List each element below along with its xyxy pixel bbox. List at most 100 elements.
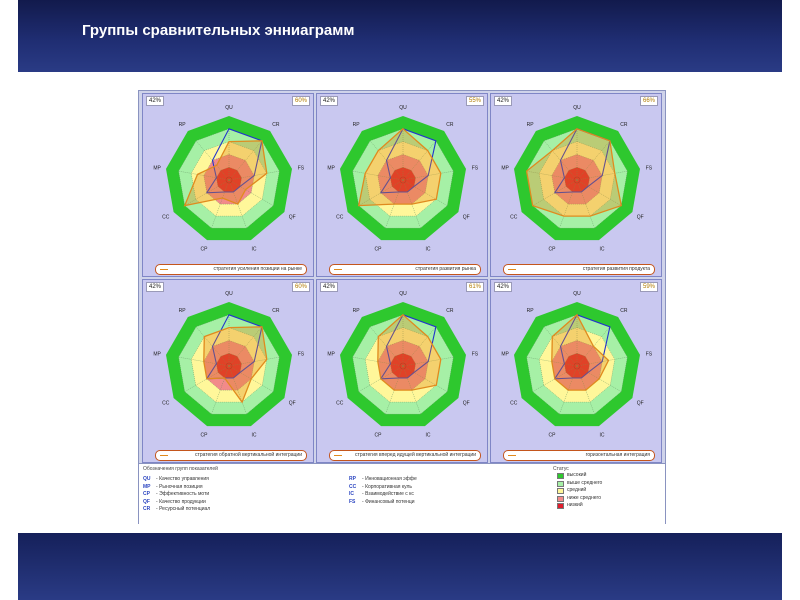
- axis-label: FS: [472, 351, 479, 357]
- group-code: FS: [349, 498, 356, 505]
- axis-label: RP: [527, 308, 535, 314]
- series-legend: стратегия развития рынка: [329, 264, 481, 275]
- legend-label: стратегия обратной вертикальной интеграц…: [195, 452, 302, 458]
- radar-chart-3: QU CR FS QF IC CP CC MP RP: [501, 105, 652, 253]
- axis-spoke: [178, 356, 230, 367]
- group-item: QF - Качество продукции: [143, 498, 206, 505]
- group-code: QF: [143, 498, 150, 505]
- group-name: Рыночная позиция: [159, 483, 203, 490]
- axis-spoke: [543, 326, 578, 367]
- axis-label: CP: [375, 247, 383, 253]
- current-percent: 42%: [494, 282, 513, 292]
- axis-label: RP: [179, 308, 187, 314]
- grid-ring: [551, 154, 603, 205]
- axis-label: MP: [327, 165, 335, 171]
- radar-panel-1: QU CR FS QF IC CP CC MP RP 42% 60% стратегия уси…: [142, 93, 314, 277]
- axis-spoke: [228, 179, 274, 206]
- axis-label: CP: [549, 433, 557, 439]
- axis-label: RP: [353, 122, 361, 128]
- axis-label: FS: [472, 165, 479, 171]
- axis-label: QF: [289, 401, 296, 407]
- axis-spoke: [526, 356, 578, 367]
- status-item: высокий: [553, 472, 661, 480]
- series-blue: [553, 314, 611, 380]
- axis-label: CC: [510, 401, 518, 407]
- slide-title: Группы сравнительных энниаграмм: [82, 22, 355, 39]
- radar-panel-6: QU CR FS QF IC CP CC MP RP 42% 59% горизонтальна…: [490, 279, 662, 463]
- axis-label: QU: [225, 291, 233, 297]
- axis-spoke: [228, 365, 274, 392]
- groups-column-2: RP - Инновационная эффе CC - Корпоративная…: [349, 476, 417, 506]
- axis-spoke: [576, 365, 622, 392]
- group-name: Эффективность моти: [159, 491, 210, 497]
- legend-label: горизонтальная интеграция: [585, 452, 650, 458]
- axis-spoke: [576, 140, 611, 181]
- group-item: CC - Корпоративная куль: [349, 483, 413, 490]
- axis-label: QU: [399, 291, 407, 297]
- axis-spoke: [526, 170, 578, 181]
- axis-label: RP: [527, 122, 535, 128]
- grid-ring: [178, 128, 280, 229]
- axis-spoke: [385, 365, 404, 415]
- axis-spoke: [369, 140, 404, 181]
- target-percent: 59%: [639, 282, 658, 292]
- legend-swatch: [160, 269, 168, 270]
- axis-label: FS: [298, 165, 305, 171]
- axis-label: FS: [646, 351, 653, 357]
- center-marker: [573, 176, 581, 184]
- axis-spoke: [576, 179, 622, 206]
- axis-label: QU: [399, 105, 407, 111]
- axis-spoke: [532, 365, 578, 392]
- center-marker: [399, 362, 407, 370]
- status-label: высокий: [567, 472, 587, 478]
- group-name: Качество управления: [159, 476, 209, 482]
- axis-spoke: [228, 170, 280, 181]
- series-legend: стратегия обратной вертикальной интеграц…: [155, 450, 307, 461]
- axis-spoke: [228, 326, 263, 367]
- grid-ring: [352, 128, 454, 229]
- axis-label: CR: [272, 308, 280, 314]
- series-orange: [183, 140, 268, 207]
- group-code: MP: [143, 483, 151, 490]
- group-item: QU - Качество управления: [143, 476, 209, 482]
- axis-spoke: [195, 140, 230, 181]
- axis-label: QU: [573, 291, 581, 297]
- legend-swatch: [160, 455, 168, 456]
- group-item: IC - Взаимодействие с кс: [349, 491, 414, 497]
- axis-spoke: [178, 170, 230, 181]
- axis-label: IC: [426, 247, 431, 253]
- axis-label: QF: [463, 401, 470, 407]
- axis-spoke: [402, 179, 448, 206]
- radar-chart-1: QU CR FS QF IC CP CC MP RP: [153, 105, 305, 253]
- axis-label: QF: [637, 215, 644, 221]
- group-name: Инновационная эффе: [365, 476, 417, 482]
- axis-label: CP: [201, 247, 209, 253]
- axis-spoke: [576, 170, 628, 181]
- series-blue: [205, 314, 263, 380]
- group-name: Взаимодействие с кс: [365, 491, 414, 497]
- axis-label: QF: [637, 401, 644, 407]
- series-legend: стратегия усиления позиции на рынке: [155, 264, 307, 275]
- axis-spoke: [402, 170, 454, 181]
- axis-spoke: [211, 365, 230, 415]
- radar-panel-2: QU CR FS QF IC CP CC MP RP 42% 55% стратегия раз…: [316, 93, 488, 277]
- series-orange: [357, 127, 442, 207]
- axis-label: IC: [600, 433, 605, 439]
- group-item: MP - Рыночная позиция: [143, 483, 203, 490]
- axis-spoke: [402, 365, 421, 415]
- series-orange: [203, 326, 268, 404]
- group-item: CR - Ресурсный потенциал: [143, 506, 211, 512]
- axis-label: MP: [501, 165, 509, 171]
- axis-label: CR: [272, 122, 280, 128]
- axis-label: CP: [201, 433, 209, 439]
- current-percent: 42%: [320, 96, 339, 106]
- axis-label: QF: [463, 215, 470, 221]
- legend-swatch: [508, 455, 516, 456]
- groups-column-1: QU - Качество управления MP - Рыночная поз…: [143, 476, 210, 514]
- axis-spoke: [402, 140, 437, 181]
- axis-spoke: [195, 326, 230, 367]
- current-percent: 42%: [146, 96, 165, 106]
- center-marker: [225, 362, 233, 370]
- axis-label: CR: [620, 122, 628, 128]
- status-swatch: [557, 473, 564, 479]
